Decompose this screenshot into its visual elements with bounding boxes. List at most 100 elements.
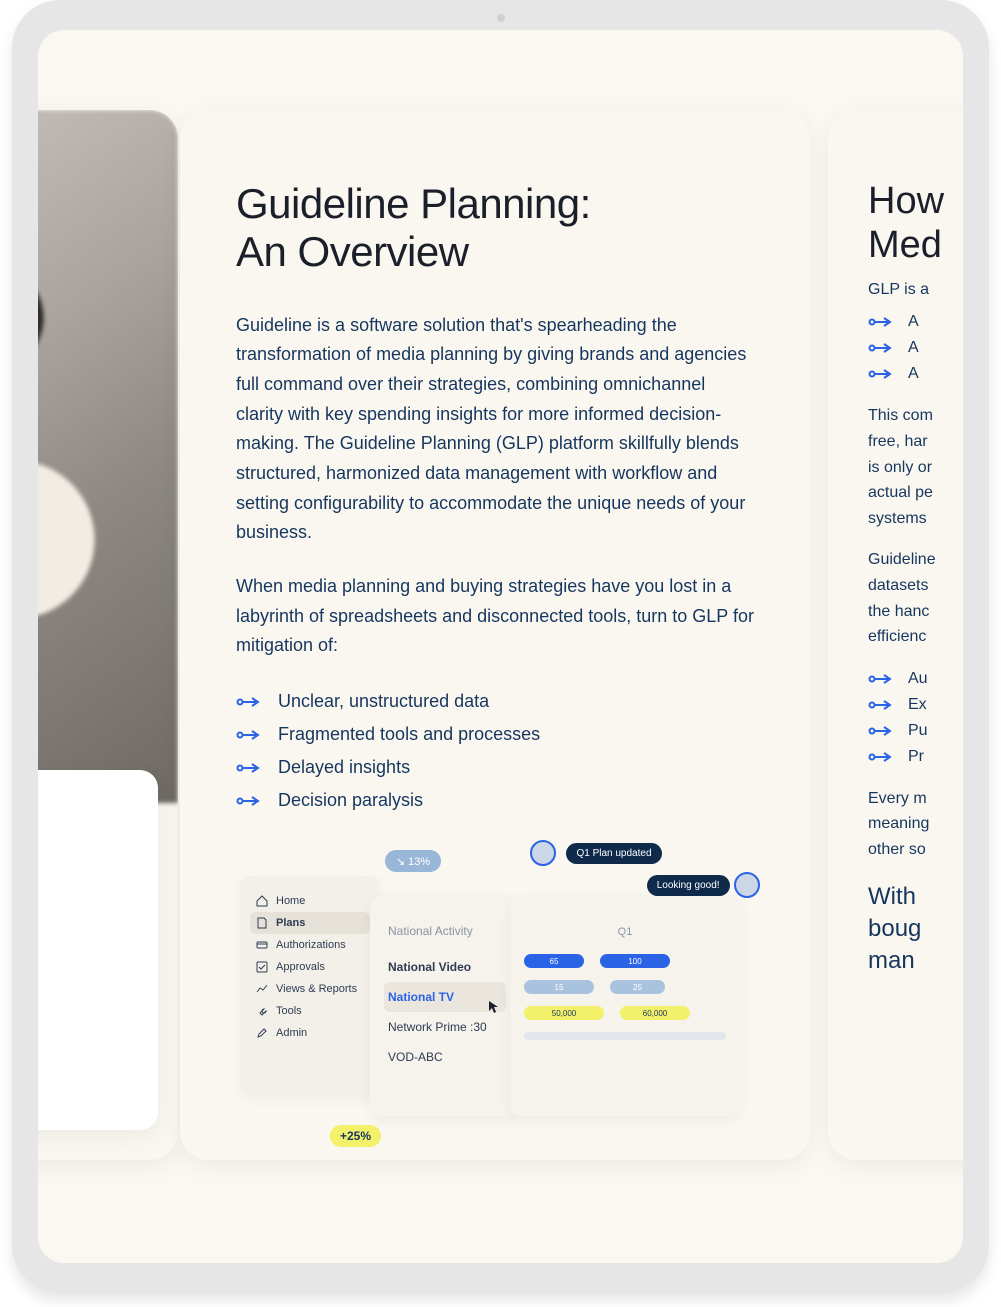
bullet-text: Unclear, unstructured data [278, 691, 489, 712]
bullet-text: Ex [908, 696, 927, 714]
bar-value: 60,000 [620, 1006, 690, 1020]
page-right: How Med GLP is a A A A This com free, ha… [828, 110, 963, 1160]
bar-row: 50,000 60,000 [524, 1006, 726, 1020]
bullet-text: Delayed insights [278, 757, 410, 778]
bar-value: 15 [524, 980, 594, 994]
bullet-item: Fragmented tools and processes [236, 718, 754, 751]
bar-row: 1525 [524, 980, 726, 994]
tablet-screen: ways ity ssion ers. deline Guideline Pla… [38, 30, 963, 1263]
sidebar-item-views[interactable]: Views & Reports [250, 978, 370, 1000]
chart-icon [256, 983, 268, 995]
bullet-text: Fragmented tools and processes [278, 724, 540, 745]
right-callout: With boug man [868, 881, 963, 978]
bullet-text: Pr [908, 748, 924, 766]
left-snippet-1: ways ity [38, 792, 140, 853]
chat-bubble: Q1 Plan updated [566, 843, 661, 864]
sidebar-item-authorizations[interactable]: Authorizations [250, 934, 370, 956]
bullet-item: Unclear, unstructured data [236, 685, 754, 718]
plus-badge: +25% [330, 1125, 381, 1147]
right-p1: This com free, har is only or actual pe … [868, 403, 963, 531]
bullet-item: Ex [868, 692, 963, 718]
sidebar-item-home[interactable]: Home [250, 890, 370, 912]
arrow-icon [868, 724, 894, 738]
card-icon [256, 939, 268, 951]
mock-right-card: Q1 65100152550,00060,000 [510, 896, 740, 1116]
pencil-icon [256, 1027, 268, 1039]
bar-value: 100 [600, 954, 670, 968]
chat-bubble: Looking good! [647, 875, 730, 896]
chat-line-2: Looking good! [530, 872, 760, 898]
arrow-icon [868, 367, 894, 381]
right-bullets-a: A A A [868, 309, 963, 387]
mock-sidebar: Home Plans Authorizations Approvals [240, 876, 380, 1096]
bar-pill: 100 [600, 954, 670, 968]
bullet-text: Au [908, 670, 928, 688]
list-selected-label: National TV [388, 990, 454, 1004]
intro-paragraph-1: Guideline is a software solution that's … [236, 311, 754, 549]
file-icon [256, 917, 268, 929]
bar-pill: 25 [610, 980, 665, 994]
sidebar-label: Admin [276, 1027, 307, 1039]
bullet-item: Delayed insights [236, 751, 754, 784]
hero-photo [38, 110, 178, 803]
list-section: National Video [384, 952, 506, 982]
bar-value: 65 [524, 954, 584, 968]
arrow-icon [868, 750, 894, 764]
arrow-icon [868, 672, 894, 686]
list-row[interactable]: VOD-ABC [384, 1042, 506, 1072]
list-row[interactable]: Network Prime :30 [384, 1012, 506, 1042]
bar-value: 50,000 [524, 1006, 604, 1020]
delta-badge: ↘ 13% [385, 850, 441, 872]
bar-pill: 50,000 [524, 1006, 604, 1020]
right-p2: Guideline datasets the hanc efficienc [868, 547, 963, 649]
sidebar-label: Tools [276, 1005, 302, 1017]
bullet-text: A [908, 313, 919, 331]
bullet-text: A [908, 339, 919, 357]
bar-placeholder [524, 1032, 726, 1040]
tablet-frame: ways ity ssion ers. deline Guideline Pla… [12, 0, 989, 1293]
sidebar-label: Authorizations [276, 939, 346, 951]
bullet-item: Pu [868, 718, 963, 744]
sidebar-item-admin[interactable]: Admin [250, 1022, 370, 1044]
sidebar-label: Approvals [276, 961, 325, 973]
arrow-icon [236, 761, 262, 775]
intro-paragraph-2: When media planning and buying strategie… [236, 572, 754, 661]
arrow-icon [236, 728, 262, 742]
bullet-text: Pu [908, 722, 928, 740]
arrow-icon [236, 794, 262, 808]
bar-pill: 15 [524, 980, 594, 994]
sidebar-item-approvals[interactable]: Approvals [250, 956, 370, 978]
bullet-item: A [868, 309, 963, 335]
home-icon [256, 895, 268, 907]
chat-line-1: Q1 Plan updated [530, 840, 760, 866]
bar-row: 65 100 [524, 954, 726, 968]
sidebar-label: Views & Reports [276, 983, 357, 995]
bar-value: 25 [610, 980, 665, 994]
arrow-icon [236, 695, 262, 709]
left-snippet-3: deline [38, 954, 140, 985]
bar-pill: 60,000 [620, 1006, 690, 1020]
sidebar-label: Plans [276, 917, 305, 929]
arrow-icon [868, 315, 894, 329]
right-title: How Med [868, 180, 963, 267]
bullet-item: A [868, 361, 963, 387]
bullet-item: Au [868, 666, 963, 692]
sidebar-item-tools[interactable]: Tools [250, 1000, 370, 1022]
product-mockup: ↘ 13% Q1 Plan updated Looking good! Home [210, 850, 780, 1150]
list-selected[interactable]: National TV [384, 982, 506, 1012]
sidebar-item-plans[interactable]: Plans [250, 912, 370, 934]
wrench-icon [256, 1005, 268, 1017]
right-bullets-b: Au Ex Pu Pr [868, 666, 963, 770]
cursor-icon [488, 1000, 500, 1014]
avatar [734, 872, 760, 898]
avatar [530, 840, 556, 866]
bullet-item: Decision paralysis [236, 784, 754, 817]
quarter-label: Q1 [524, 926, 726, 938]
right-p3: Every m meaning other so [868, 786, 963, 863]
page-left: ways ity ssion ers. deline [38, 110, 178, 1160]
bullet-list: Unclear, unstructured data Fragmented to… [236, 685, 754, 817]
bullet-text: A [908, 365, 919, 383]
mock-list-card: National Activity National Video Nationa… [370, 896, 520, 1116]
left-snippet-2: ssion ers. [38, 873, 140, 934]
bar-pill: 65 [524, 954, 584, 968]
